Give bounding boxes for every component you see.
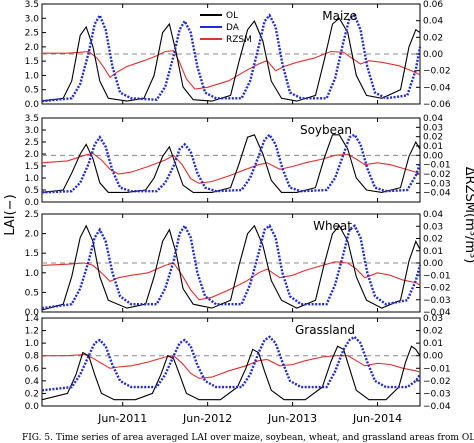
y-right-tick-label: −0.06 xyxy=(423,100,451,110)
y-right-tick-label: 0.04 xyxy=(423,114,443,124)
y-right-tick-label: −0.02 xyxy=(423,284,451,294)
y-right-tick-label: 0.03 xyxy=(423,123,443,133)
y-left-tick-label: 0.8 xyxy=(25,352,40,362)
y-right-tick-label: 0.04 xyxy=(423,17,443,27)
panel-wheat: 0.0 0.5 1.0 1.5 2.0 2.5 −0.04 −0.03 −0.02 −0.01 0.… xyxy=(25,210,451,318)
y-left-tick-label: 0.2 xyxy=(25,389,39,399)
y-left-tick-label: 3.5 xyxy=(25,0,39,10)
y-right-tick-label: 0.02 xyxy=(423,133,443,143)
y-right-tick-label: −0.03 xyxy=(423,179,451,189)
y-right-tick-label: 0.03 xyxy=(423,222,443,232)
y-left-tick-label: 0.0 xyxy=(25,308,40,318)
plot-frame xyxy=(41,117,421,203)
y-left-tick-label: 1.5 xyxy=(25,249,39,259)
left-axis-label: LAI(−) xyxy=(3,194,18,235)
plot-frame xyxy=(41,317,421,407)
x-tick-labels: Jun-2011 Jun-2012 Jun-2013 Jun-2014 xyxy=(97,412,402,425)
y-left-tick-label: 0.5 xyxy=(25,288,39,298)
y-right-tick-label: 0.00 xyxy=(423,151,443,161)
panel-title: Wheat xyxy=(313,219,352,233)
y-right-tick-label: 0.00 xyxy=(423,50,443,60)
y-left-tick-label: 1.4 xyxy=(25,314,40,324)
panel-title: Maize xyxy=(322,9,357,23)
series-da-line xyxy=(41,335,421,392)
series-rzsm-line xyxy=(41,261,421,301)
series-da-line xyxy=(41,132,422,194)
y-left-tick-label: 0.5 xyxy=(25,186,39,196)
y-right-tick-label: −0.04 xyxy=(423,189,451,199)
series-ol-line xyxy=(41,17,421,102)
y-right-tick-label: −0.04 xyxy=(423,83,451,93)
y-left-tick-label: 2.5 xyxy=(25,210,39,220)
y-left-tick-label: 0.6 xyxy=(25,364,40,374)
y-right-tick-label: 0.02 xyxy=(423,33,443,43)
y-left-tick-label: 0.0 xyxy=(25,198,40,208)
y-left-tick-label: 1.5 xyxy=(25,57,39,67)
y-right-tick-label: 0.00 xyxy=(423,352,443,362)
legend: OL DA RZSM xyxy=(200,11,252,45)
y-left-tick-label: 1.0 xyxy=(25,71,40,81)
series-ol-line xyxy=(41,224,421,311)
series-ol-line xyxy=(41,345,421,401)
y-left-tick-label: 0.0 xyxy=(25,100,40,110)
legend-label-rzsm: RZSM xyxy=(226,35,252,45)
y-right-tick-label: 0.01 xyxy=(423,339,443,349)
y-right-tick-label: −0.03 xyxy=(423,296,451,306)
y-right-tick-label: 0.00 xyxy=(423,259,443,269)
legend-label-da: DA xyxy=(226,23,240,33)
y-right-tick-label: −0.01 xyxy=(423,364,451,374)
y-left-tick-label: 3.0 xyxy=(25,126,40,136)
y-right-tick-label: 0.02 xyxy=(423,327,443,337)
series-ol-line xyxy=(41,134,421,193)
legend-label-ol: OL xyxy=(226,11,238,21)
y-right-tick-label: −0.02 xyxy=(423,67,451,77)
x-tick-label: Jun-2013 xyxy=(267,412,317,425)
panel-title: Grassland xyxy=(295,323,355,337)
panel-maize: 0.0 0.5 1.0 1.5 2.0 2.5 3.0 3.5 −0.06 −0.04 −0.02 0… xyxy=(25,0,451,110)
x-tick-label: Jun-2014 xyxy=(352,412,402,425)
y-left-tick-label: 3.5 xyxy=(25,114,39,124)
y-left-tick-label: 3.0 xyxy=(25,14,40,24)
panel-soybean: 0.0 0.5 1.0 1.5 2.0 2.5 3.0 3.5 −0.04−0.03−0.02−… xyxy=(25,114,451,208)
y-right-tick-label: −0.04 xyxy=(423,402,451,412)
y-left-tick-label: 0.4 xyxy=(25,377,40,387)
y-left-tick-label: 1.0 xyxy=(25,174,40,184)
x-tick-label: Jun-2011 xyxy=(97,412,147,425)
figure-caption: FIG. 5. Time series of area averaged LAI… xyxy=(22,433,474,443)
y-right-tick-label: −0.01 xyxy=(423,161,451,171)
panel-grassland: 0.0 0.2 0.4 0.6 0.8 1.0 1.2 1.4 −0.04 −0.03 −0.02 −… xyxy=(25,314,451,412)
y-left-tick-label: 1.0 xyxy=(25,269,40,279)
panel-title: Soybean xyxy=(300,123,352,137)
y-right-tick-label: −0.04 xyxy=(423,308,451,318)
y-left-tick-label: 1.2 xyxy=(25,327,39,337)
y-right-tick-label: −0.02 xyxy=(423,170,451,180)
y-left-tick-label: 2.5 xyxy=(25,138,39,148)
series-rzsm-line xyxy=(42,353,421,379)
y-right-tick-label: 0.02 xyxy=(423,235,443,245)
y-right-tick-label: 0.06 xyxy=(423,0,443,10)
y-right-tick-label: 0.01 xyxy=(423,142,443,152)
y-left-tick-label: 0.0 xyxy=(25,402,40,412)
y-right-tick-label: −0.03 xyxy=(423,389,451,399)
right-axis-label: ΔRZSM(m³/m³) xyxy=(462,167,474,264)
x-tick-label: Jun-2012 xyxy=(182,412,232,425)
y-right-tick-label: 0.01 xyxy=(423,247,443,257)
panels: 0.00.51.01.52.02.53.03.5−0.06−0.04−0.020… xyxy=(25,0,451,412)
y-right-tick-label: −0.02 xyxy=(423,377,451,387)
series-da-line xyxy=(41,223,422,310)
series-rzsm-line xyxy=(42,50,421,90)
y-left-tick-label: 2.0 xyxy=(25,230,40,240)
y-left-tick-label: 2.5 xyxy=(25,29,39,39)
y-right-tick-label: 0.04 xyxy=(423,210,443,220)
y-left-tick-label: 0.5 xyxy=(25,86,39,96)
y-left-tick-label: 2.0 xyxy=(25,150,40,160)
y-right-tick-label: 0.03 xyxy=(423,314,443,324)
series-da-line xyxy=(41,12,422,103)
y-right-tick-label: −0.01 xyxy=(423,271,451,281)
y-left-tick-label: 1.0 xyxy=(25,339,40,349)
y-left-tick-label: 2.0 xyxy=(25,43,40,53)
y-left-tick-label: 1.5 xyxy=(25,162,39,172)
